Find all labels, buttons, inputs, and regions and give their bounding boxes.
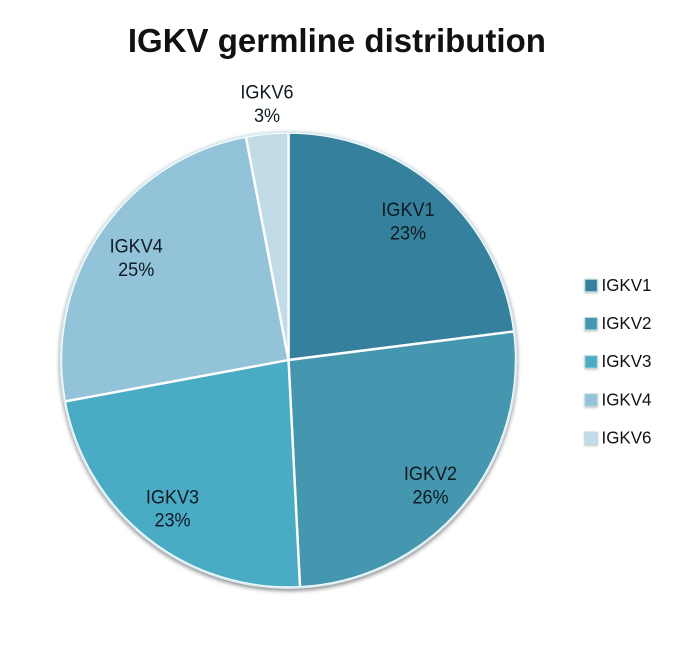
svg-text:IGKV2: IGKV2	[404, 462, 457, 484]
svg-text:23%: 23%	[390, 222, 426, 244]
svg-text:3%: 3%	[254, 104, 280, 126]
svg-text:IGKV6: IGKV6	[602, 427, 652, 447]
svg-text:25%: 25%	[118, 258, 154, 280]
svg-text:IGKV6: IGKV6	[240, 81, 293, 103]
svg-text:IGKV2: IGKV2	[602, 313, 652, 333]
svg-text:IGKV1: IGKV1	[602, 274, 652, 294]
svg-text:IGKV3: IGKV3	[146, 486, 199, 508]
svg-text:IGKV4: IGKV4	[602, 389, 652, 409]
svg-text:23%: 23%	[154, 509, 190, 531]
svg-text:IGKV4: IGKV4	[110, 235, 163, 257]
svg-text:IGKV germline distribution: IGKV germline distribution	[128, 22, 546, 59]
svg-text:IGKV1: IGKV1	[381, 199, 434, 221]
svg-text:IGKV3: IGKV3	[602, 351, 652, 371]
svg-text:26%: 26%	[412, 486, 448, 508]
